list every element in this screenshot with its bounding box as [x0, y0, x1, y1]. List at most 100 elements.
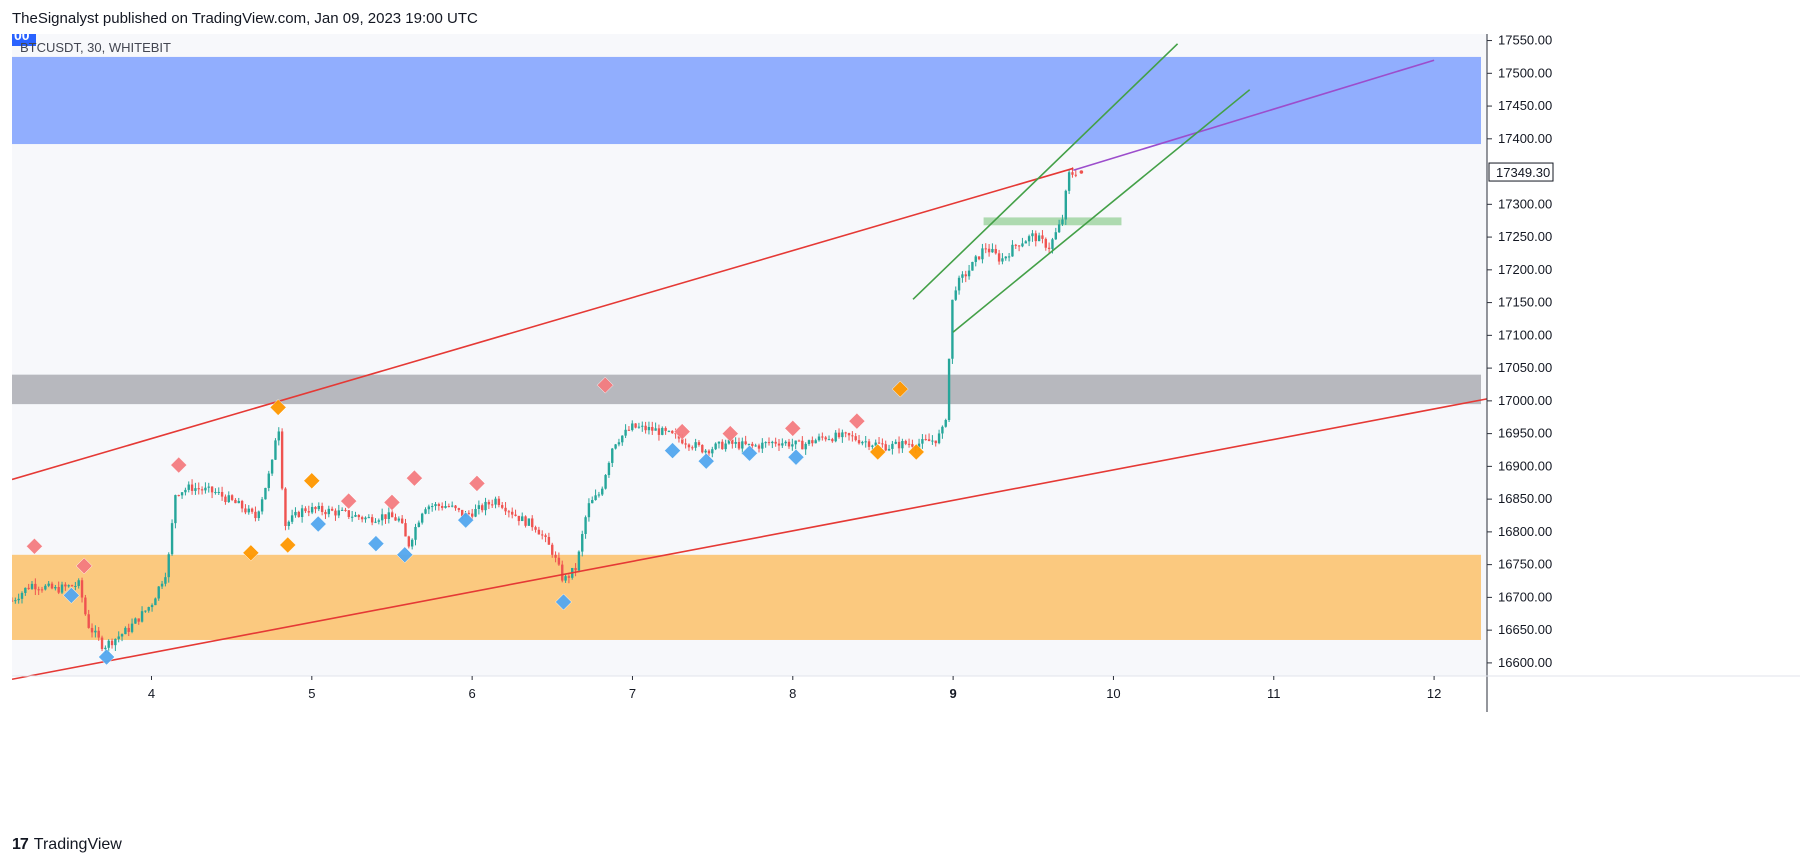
candle-body	[484, 501, 487, 511]
candle-body	[377, 520, 381, 522]
candle-body	[661, 427, 664, 435]
symbol-info: BTCUSDT, 30, WHITEBIT	[20, 40, 171, 55]
price-tick-label: 16800.00	[1498, 524, 1552, 539]
candle-body	[667, 430, 671, 432]
price-tick-label: 17000.00	[1498, 393, 1552, 408]
chart-area[interactable]: 00 BTCUSDT, 30, WHITEBIT 17550.00 17500.0…	[10, 24, 1800, 824]
candle-body	[77, 580, 80, 586]
candle-body	[314, 506, 317, 510]
candle-body	[577, 551, 581, 571]
candle-body	[260, 499, 264, 512]
candle-body	[537, 529, 541, 535]
candle-body	[370, 517, 374, 523]
candle-body	[414, 526, 417, 540]
marker-red	[721, 425, 739, 442]
candle-body	[450, 505, 454, 507]
candle-body	[190, 484, 194, 491]
marker-blue	[741, 444, 758, 462]
markers-layer	[26, 376, 925, 666]
candle-body	[264, 487, 267, 500]
candle-body	[207, 486, 210, 488]
candle-body	[64, 584, 67, 587]
candle-body	[567, 576, 571, 578]
candle-body	[797, 440, 801, 442]
candle-body	[917, 443, 921, 448]
candle-body	[881, 443, 884, 445]
candle-body	[854, 436, 857, 441]
candle-body	[350, 516, 354, 518]
candle-body	[717, 441, 721, 444]
candle-body	[327, 508, 331, 515]
candle-body	[234, 499, 237, 504]
candle-body	[1037, 235, 1041, 242]
candle-body	[801, 440, 804, 450]
candle-body	[887, 448, 891, 451]
marker-orange	[907, 443, 925, 461]
candle-body	[867, 441, 871, 447]
marker-blue	[367, 535, 385, 553]
candle-body	[157, 586, 160, 599]
candle-body	[731, 439, 734, 444]
candle-body	[1047, 247, 1051, 249]
candle-body	[174, 495, 177, 524]
candle-body	[230, 495, 234, 500]
candle-body	[551, 544, 554, 555]
candle-body	[974, 256, 977, 262]
candle-body	[74, 585, 77, 587]
candle-body	[541, 534, 544, 536]
candle-body	[1001, 258, 1004, 262]
price-axis[interactable]: 17550.00 17500.00 17450.00 17400.00 17300.00…	[1487, 33, 1552, 670]
candle-body	[831, 439, 834, 442]
candle-body	[997, 253, 1001, 262]
candle-body	[134, 618, 137, 624]
marker-blue	[697, 452, 715, 470]
time-tick-label: 7	[629, 686, 636, 701]
candle-body	[934, 440, 937, 444]
candle-body	[767, 442, 771, 444]
candle-body	[514, 514, 517, 516]
candle-body	[440, 505, 444, 508]
candle-body	[267, 473, 270, 488]
last-price-box	[1488, 162, 1554, 182]
candle-body	[117, 636, 120, 639]
candle-body	[127, 627, 130, 632]
candle-body	[504, 507, 507, 512]
candle-body	[581, 534, 584, 552]
candle-body	[847, 433, 851, 436]
candle-body	[150, 605, 154, 608]
candle-body	[294, 511, 297, 516]
marker-red	[383, 494, 401, 511]
candle-body	[674, 433, 677, 435]
marker-red	[170, 456, 188, 474]
candle-body	[821, 436, 824, 438]
zone-demand	[12, 554, 1481, 640]
trendline-rising-channel-bottom	[952, 89, 1251, 333]
candle-body	[437, 504, 441, 506]
candle-body	[457, 508, 461, 510]
candle-body	[604, 475, 607, 489]
time-axis[interactable]: 4 5 6 7 8 9 10 11 12	[148, 676, 1441, 701]
candle-body	[167, 554, 170, 578]
price-chart[interactable]: 00 BTCUSDT, 30, WHITEBIT 17550.0017500.0…	[10, 24, 1800, 824]
candle-body	[90, 627, 94, 633]
candle-body	[304, 508, 307, 512]
candle-body	[587, 503, 591, 518]
candle-body	[561, 564, 564, 581]
candle-body	[687, 444, 691, 448]
candle-body	[817, 436, 821, 441]
candle-body	[901, 441, 904, 449]
candle-body	[1051, 239, 1054, 249]
candle-body	[297, 511, 300, 518]
candle-body	[1014, 244, 1017, 246]
candle-body	[254, 511, 257, 519]
candle-body	[737, 441, 741, 449]
zone-flip	[983, 217, 1122, 226]
marker-blue	[396, 546, 414, 564]
candle-body	[711, 449, 714, 454]
candle-body	[944, 419, 947, 427]
candle-body	[387, 512, 391, 519]
candle-body	[170, 523, 174, 555]
candle-body	[964, 274, 967, 277]
marker-orange	[869, 443, 887, 461]
candle-body	[330, 508, 334, 511]
